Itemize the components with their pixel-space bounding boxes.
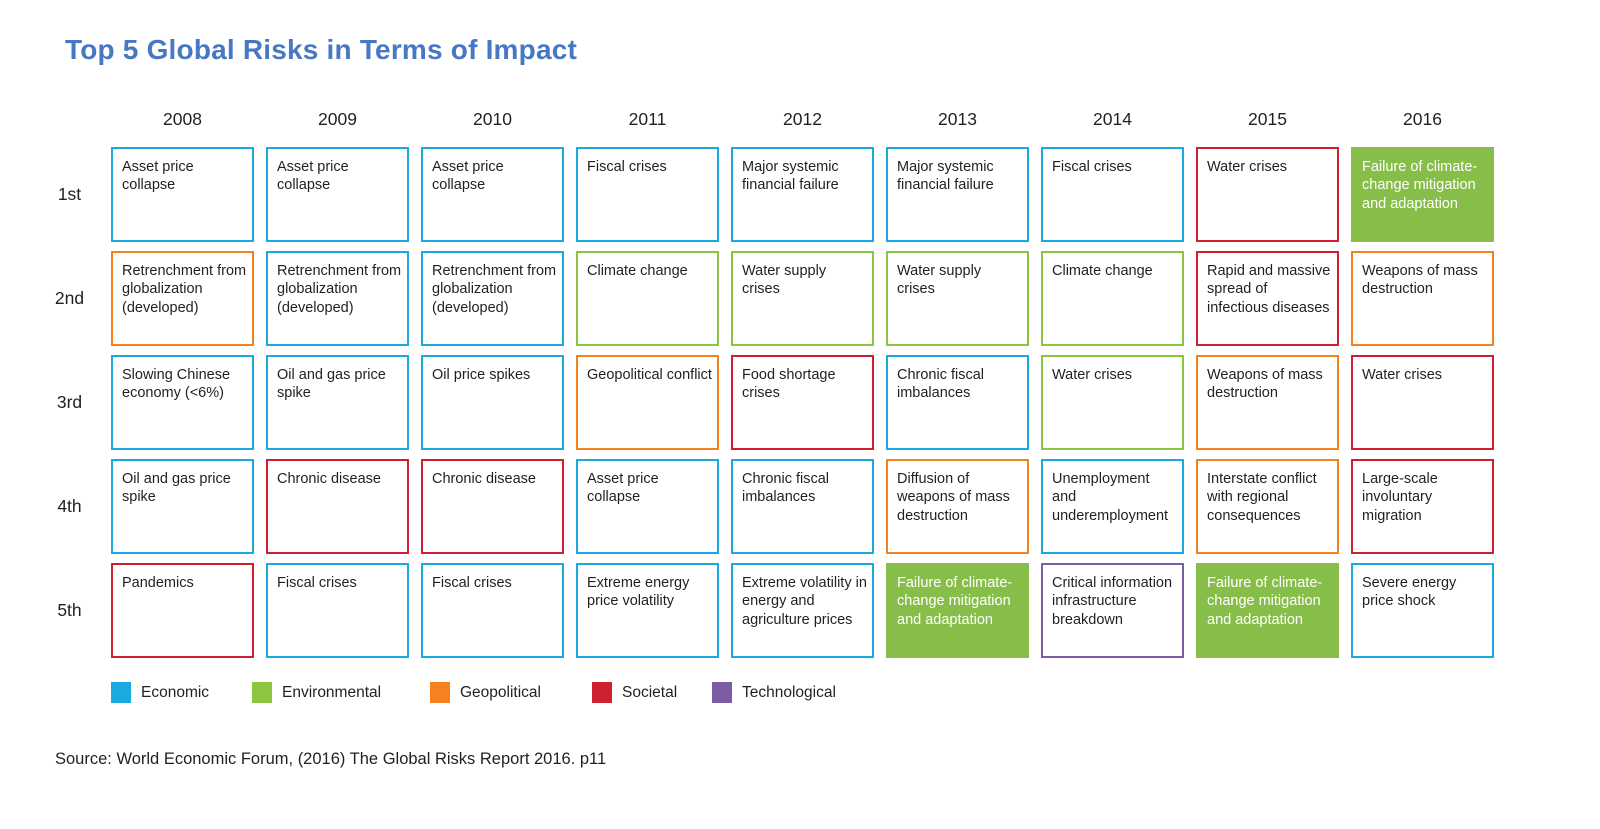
risk-cell: Chronic disease — [266, 459, 409, 554]
legend-swatch — [712, 682, 732, 703]
year-header: 2016 — [1403, 108, 1442, 129]
risk-cell: Critical information infrastructure brea… — [1041, 563, 1184, 658]
risk-cell: Water supply crises — [731, 251, 874, 346]
legend-item-societal: Societal — [592, 682, 677, 703]
risk-cell: Fiscal crises — [266, 563, 409, 658]
risk-cell: Chronic fiscal imbalances — [731, 459, 874, 554]
legend-item-economic: Economic — [111, 682, 209, 703]
risk-cell: Chronic fiscal imbalances — [886, 355, 1029, 450]
rank-label: 3rd — [56, 392, 83, 412]
rank-label: 4th — [57, 496, 82, 516]
year-header: 2009 — [318, 108, 357, 129]
risk-cell: Asset price collapse — [576, 459, 719, 554]
risk-cell: Food shortage crises — [731, 355, 874, 450]
risk-cell: Fiscal crises — [1041, 147, 1184, 242]
risk-cell: Extreme energy price volatility — [576, 563, 719, 658]
risk-cell: Water supply crises — [886, 251, 1029, 346]
risk-cell: Diffusion of weapons of mass destruction — [886, 459, 1029, 554]
year-header: 2008 — [163, 108, 202, 129]
year-header: 2010 — [473, 108, 512, 129]
legend-item-technological: Technological — [712, 682, 836, 703]
source-note: Source: World Economic Forum, (2016) The… — [55, 750, 607, 768]
legend-swatch — [111, 682, 131, 703]
risk-cell: Water crises — [1196, 147, 1339, 242]
legend-label: Economic — [141, 683, 210, 701]
risk-cell: Oil price spikes — [421, 355, 564, 450]
legend-swatch — [592, 682, 612, 703]
risk-cell: Large-scale involuntary migration — [1351, 459, 1494, 554]
risk-grid: 2008 2009 2010 2011 2012 2013 2014 2015 2016 1st A… — [40, 100, 1494, 658]
risk-cell: Weapons of mass destruction — [1351, 251, 1494, 346]
risk-cell: Fiscal crises — [421, 563, 564, 658]
legend-item-geopolitical: Geopolitical — [430, 682, 541, 703]
risk-cell: Pandemics — [111, 563, 254, 658]
year-header: 2011 — [628, 108, 667, 129]
risk-cell: Weapons of mass destruction — [1196, 355, 1339, 450]
risk-cell: Interstate conflict with regional conseq… — [1196, 459, 1339, 554]
legend-item-environmental: Environmental — [252, 682, 381, 703]
risk-cell: Unemployment and underemployment — [1041, 459, 1184, 554]
rank-label: 1st — [57, 184, 82, 204]
risk-cell: Asset price collapse — [111, 147, 254, 242]
legend-label: Technological — [742, 683, 836, 701]
risk-cell: Asset price collapse — [266, 147, 409, 242]
risk-cell: Major systemic financial failure — [731, 147, 874, 242]
legend-swatch — [252, 682, 272, 703]
risk-cell: Slowing Chinese economy (<6%) — [111, 355, 254, 450]
legend-label: Societal — [622, 683, 678, 701]
risk-cell: Rapid and massive spread of infectious d… — [1196, 251, 1339, 346]
risk-cell: Chronic disease — [421, 459, 564, 554]
risk-cell: Extreme volatility in energy and agricul… — [731, 563, 874, 658]
risk-cell: Retrenchment from globalization (develop… — [421, 251, 564, 346]
risk-cell: Water crises — [1041, 355, 1184, 450]
risk-cell: Climate change — [1041, 251, 1184, 346]
grid-corner-spacer — [40, 100, 99, 138]
legend-label: Geopolitical — [460, 683, 541, 701]
risk-cell: Severe energy price shock — [1351, 563, 1494, 658]
year-header: 2013 — [938, 108, 977, 129]
legend-swatch — [430, 682, 450, 703]
risk-cell: Oil and gas price spike — [266, 355, 409, 450]
risk-cell: Oil and gas price spike — [111, 459, 254, 554]
year-header: 2015 — [1248, 108, 1287, 129]
legend-label: Environmental — [282, 683, 382, 701]
risk-cell: Retrenchment from globalization (develop… — [111, 251, 254, 346]
risk-cell: Water crises — [1351, 355, 1494, 450]
risk-cell: Failure of climate-change mitigation and… — [1351, 147, 1494, 242]
risk-cell: Fiscal crises — [576, 147, 719, 242]
risk-cell: Geopolitical conflict — [576, 355, 719, 450]
year-header: 2012 — [783, 108, 822, 129]
legend: Economic Environmental Geopolitical Societa… — [0, 682, 1600, 708]
risk-cell: Climate change — [576, 251, 719, 346]
year-header: 2014 — [1093, 108, 1132, 129]
rank-label: 5th — [57, 600, 82, 620]
risk-cell: Major systemic financial failure — [886, 147, 1029, 242]
risk-cell: Failure of climate-change mitigation and… — [886, 563, 1029, 658]
risk-cell: Failure of climate-change mitigation and… — [1196, 563, 1339, 658]
rank-label: 2nd — [54, 288, 85, 308]
risk-cell: Asset price collapse — [421, 147, 564, 242]
risk-cell: Retrenchment from globalization (develop… — [266, 251, 409, 346]
page-title: Top 5 Global Risks in Terms of Impact — [65, 34, 578, 65]
